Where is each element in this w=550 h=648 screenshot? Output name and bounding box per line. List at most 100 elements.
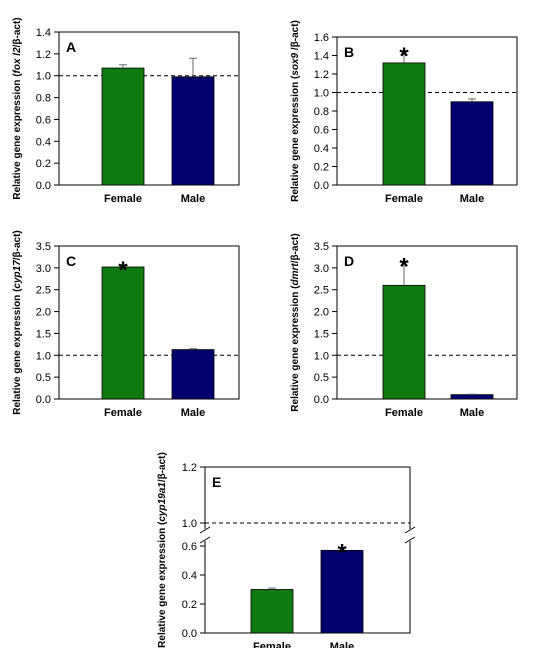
y-tick-label: 1.2 bbox=[182, 462, 197, 474]
y-tick-label: 2.5 bbox=[314, 285, 329, 297]
y-axis-label-part: fox l2 bbox=[12, 47, 23, 74]
bar-female bbox=[382, 284, 426, 400]
panel-letter: A bbox=[66, 39, 76, 55]
bar-female bbox=[250, 589, 294, 634]
significance-star: * bbox=[337, 539, 347, 566]
y-tick-label: 1.4 bbox=[36, 27, 51, 39]
panel-b: 0.0 0.2 0.4 0.6 0.8 1.0 1.2 1.4 1.6 Female * Male B R… bbox=[290, 20, 518, 205]
y-axis-label: Relative gene expression (dmrt/β-act) bbox=[290, 233, 301, 411]
y-tick-label: 1.5 bbox=[36, 328, 51, 340]
y-tick-label: 0.4 bbox=[36, 136, 51, 148]
y-tick-label: 3.5 bbox=[36, 241, 51, 253]
category-label: Female bbox=[104, 407, 142, 419]
y-tick-label: 0.4 bbox=[182, 570, 197, 582]
significance-star: * bbox=[118, 257, 128, 284]
y-tick-label: 2.5 bbox=[36, 285, 51, 297]
y-tick-label: 1.2 bbox=[36, 49, 51, 61]
panel-e: 0.0 0.2 0.4 0.6 1.0 1.2 Female Male * E Relative g… bbox=[157, 452, 416, 648]
category-label: Male bbox=[460, 407, 484, 419]
y-axis-label-part: /β-act) bbox=[290, 233, 301, 263]
axis-frame bbox=[58, 245, 240, 400]
y-tick-label: 0.8 bbox=[314, 106, 329, 118]
y-tick-label: 0.2 bbox=[314, 162, 329, 174]
y-axis-label-part: Relative gene expression ( bbox=[290, 75, 301, 202]
y-tick-label: 0.0 bbox=[36, 180, 51, 192]
panel-d: 0.0 0.5 1.0 1.5 2.0 2.5 3.0 3.5 Female * Male D Rela… bbox=[290, 233, 518, 419]
category-label: Female bbox=[385, 407, 423, 419]
y-tick-label: 0.2 bbox=[182, 599, 197, 611]
y-tick-label: 3.5 bbox=[314, 241, 329, 253]
y-tick-label: 0.0 bbox=[36, 394, 51, 406]
significance-star: * bbox=[399, 43, 409, 70]
bar-male bbox=[450, 394, 494, 400]
y-tick-label: 0.6 bbox=[36, 114, 51, 126]
y-axis-label-part: Relative gene expression ( bbox=[157, 521, 168, 648]
axis-break-mark bbox=[199, 526, 211, 534]
category-label: Male bbox=[181, 407, 205, 419]
bar-male bbox=[320, 549, 364, 634]
y-tick-label: 0.5 bbox=[314, 372, 329, 384]
category-label: Female bbox=[253, 641, 291, 648]
axis-frame-upper bbox=[204, 466, 411, 529]
y-axis-label-part: /β-act) bbox=[157, 452, 168, 482]
y-tick-label: 2.0 bbox=[36, 307, 51, 319]
panel-c: 0.0 0.5 1.0 1.5 2.0 2.5 3.0 3.5 Female * Male C Rela… bbox=[12, 230, 240, 419]
y-tick-label: 1.0 bbox=[314, 88, 329, 100]
axis-frame bbox=[336, 245, 518, 400]
y-axis-label-part: Relative gene expression ( bbox=[12, 73, 23, 200]
y-tick-label: 0.6 bbox=[314, 125, 329, 137]
y-axis-label-part: /β-act) bbox=[12, 230, 23, 260]
y-tick-label: 1.5 bbox=[314, 328, 329, 340]
y-axis-label-part: cyp19a1 bbox=[157, 482, 168, 522]
y-tick-label: 0.0 bbox=[314, 394, 329, 406]
y-tick-label: 1.2 bbox=[314, 69, 329, 81]
axis-break-mark bbox=[199, 536, 211, 544]
y-tick-label: 3.0 bbox=[314, 263, 329, 275]
category-label: Male bbox=[460, 193, 484, 205]
y-axis-label: Relative gene expression (sox9 /β-act) bbox=[290, 20, 301, 202]
panel-letter: B bbox=[344, 44, 354, 60]
y-tick-label: 1.0 bbox=[36, 350, 51, 362]
y-tick-label: 0.5 bbox=[36, 372, 51, 384]
y-tick-label: 1.0 bbox=[182, 518, 197, 530]
y-tick-label: 0.6 bbox=[182, 541, 197, 553]
y-axis-label-part: Relative gene expression ( bbox=[12, 288, 23, 415]
category-label: Female bbox=[104, 193, 142, 205]
y-axis-label: Relative gene expression (cyp17/β-act) bbox=[12, 230, 23, 415]
y-tick-label: 2.0 bbox=[314, 307, 329, 319]
y-axis-label-part: dmrt bbox=[290, 263, 301, 286]
y-axis-label-part: sox9 bbox=[290, 52, 301, 75]
bar-male bbox=[171, 349, 215, 400]
panel-a: 0.0 0.2 0.4 0.6 0.8 1.0 1.2 1.4 Female Male A Relat… bbox=[12, 17, 240, 205]
y-tick-label: 0.4 bbox=[314, 143, 329, 155]
panel-letter: C bbox=[66, 253, 76, 269]
bar-male bbox=[450, 101, 494, 186]
y-axis-label-part: cyp17 bbox=[12, 260, 23, 289]
y-tick-label: 0.8 bbox=[36, 93, 51, 105]
panel-letter: D bbox=[344, 253, 354, 269]
axis-break-mark bbox=[404, 536, 416, 544]
y-tick-label: 1.0 bbox=[314, 350, 329, 362]
category-label: Male bbox=[330, 641, 354, 648]
y-tick-label: 0.0 bbox=[182, 628, 197, 640]
y-axis-label: Relative gene expression (cyp19a1/β-act) bbox=[157, 452, 168, 648]
y-tick-label: 1.6 bbox=[314, 32, 329, 44]
bar-female bbox=[382, 62, 426, 186]
y-tick-label: 0.2 bbox=[36, 158, 51, 170]
category-label: Female bbox=[385, 193, 423, 205]
y-axis-label-part: Relative gene expression ( bbox=[290, 285, 301, 412]
bar-female bbox=[101, 266, 145, 400]
bar-male bbox=[171, 76, 215, 186]
category-label: Male bbox=[181, 193, 205, 205]
bar-female bbox=[101, 67, 145, 186]
y-axis-label: Relative gene expression (fox l2/β-act) bbox=[12, 17, 23, 199]
panel-letter: E bbox=[212, 474, 221, 490]
axis-frame bbox=[58, 31, 240, 186]
axis-frame-lower bbox=[204, 541, 411, 634]
y-axis-label-part: /β-act) bbox=[290, 20, 301, 53]
y-tick-label: 1.0 bbox=[36, 71, 51, 83]
y-tick-label: 3.0 bbox=[36, 263, 51, 275]
significance-star: * bbox=[399, 253, 409, 280]
axis-break-mark bbox=[404, 526, 416, 534]
